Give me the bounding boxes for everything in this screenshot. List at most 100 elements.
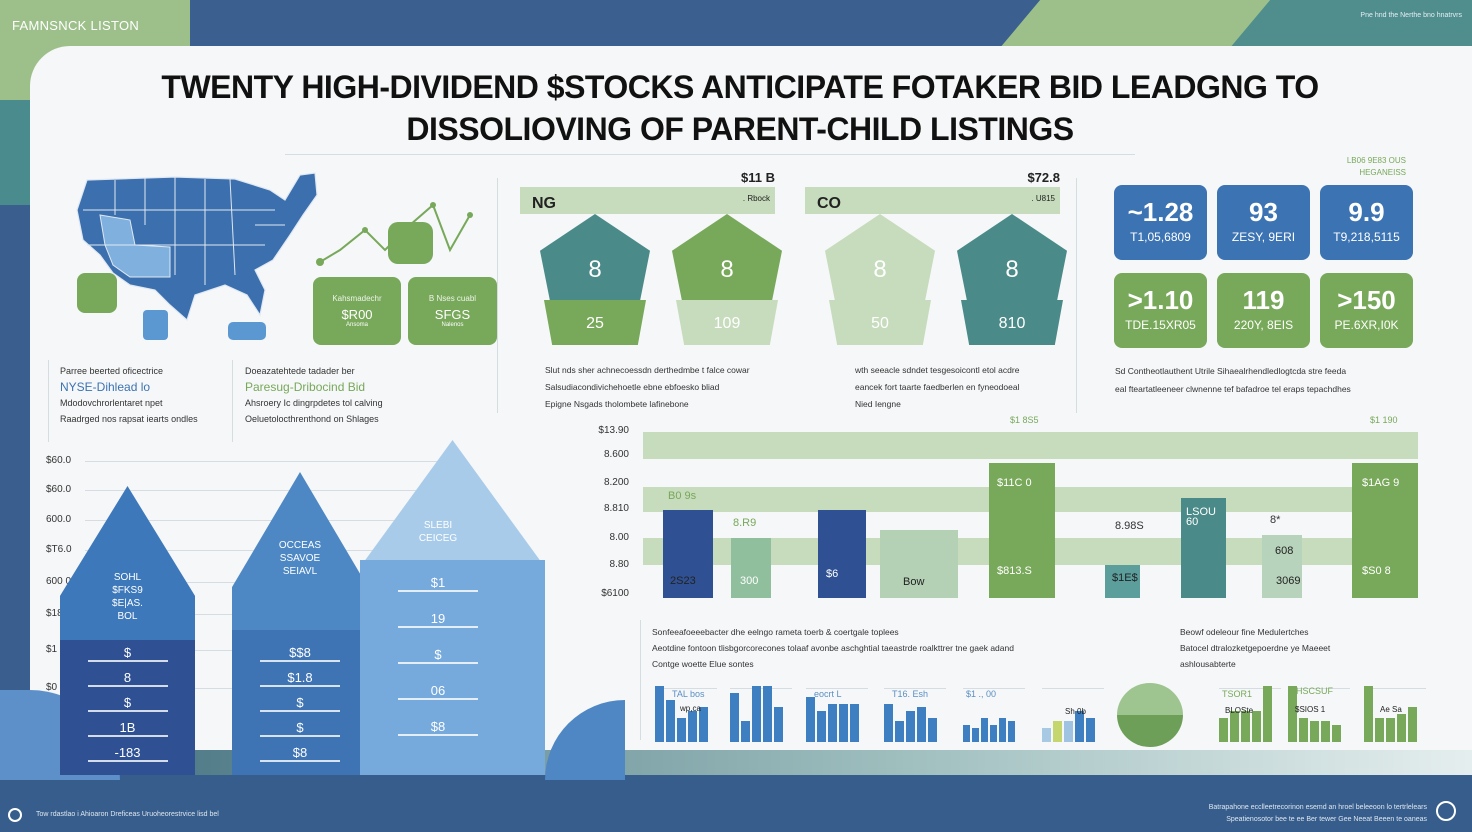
- panel-text: Slut nds sher achnecoessdn derthedmbe t …: [545, 362, 795, 413]
- chart-bar: [1352, 463, 1418, 598]
- decor-square: [77, 273, 117, 313]
- bar-value: $$8: [260, 645, 340, 662]
- pentagon-base: 109: [676, 300, 778, 345]
- bar-label: $6: [826, 568, 839, 580]
- chart-bar: [731, 538, 771, 598]
- top-right-text: Pne hnd the Nerthe bno hnatrvrs: [1360, 12, 1462, 19]
- kpi-sub: TDE.15XR05: [1125, 318, 1196, 332]
- divider: [48, 360, 49, 442]
- bar-label: 8*: [1270, 514, 1281, 526]
- y-tick: 8.200: [603, 477, 629, 488]
- kpi-sub: ZESY, 9ERI: [1231, 230, 1296, 244]
- y-tick: $T6.0: [46, 544, 72, 555]
- mini-title: PHSCSUF: [1290, 686, 1334, 696]
- divider: [497, 178, 498, 413]
- card-top: Kahsmadechr: [332, 294, 382, 303]
- y-tick: 8.00: [609, 532, 629, 543]
- text-line: Epigne Nsgads tholombete lafinebone: [545, 399, 689, 409]
- mini-bar: [774, 707, 783, 742]
- mini-note: Sh 0b: [1065, 707, 1086, 716]
- mini-bar: [839, 703, 848, 742]
- divider: [1076, 178, 1077, 413]
- kpi-note-line: Sd Contheotlauthent Utrile Sihaealrhendl…: [1115, 366, 1347, 376]
- kpi-sub: PE.6XR,I0K: [1334, 318, 1399, 332]
- note-text: Oeluetolocthrenthond on Shlages: [245, 414, 379, 424]
- card-value: $R00: [341, 307, 373, 322]
- text-line: Nied Iengne: [855, 399, 901, 409]
- gridline: [85, 490, 460, 491]
- kpi-value: 119: [1242, 285, 1285, 315]
- panel-banner: [805, 187, 1060, 214]
- mini-title: $1 ., 00: [966, 689, 997, 699]
- kpi-card: 119 220Y, 8EIS: [1217, 273, 1310, 348]
- mini-bar: [763, 686, 772, 742]
- y-tick: 8.600: [603, 449, 629, 460]
- bar-label: $11C 0: [997, 477, 1032, 489]
- mini-bar: [1288, 686, 1297, 742]
- mini-rule: [1042, 688, 1104, 689]
- divider: [285, 154, 1135, 155]
- kpi-sub: T1,05,6809: [1130, 230, 1191, 244]
- bar-value: $: [87, 645, 168, 662]
- mini-bar: [1075, 710, 1084, 742]
- bar-label: $S0 8: [1362, 565, 1391, 577]
- text-line: Salsudiacondivichehoetle ebne ebfoesko b…: [545, 382, 720, 392]
- bar-label: SEIAVL: [282, 566, 318, 577]
- mini-bar: [806, 696, 815, 742]
- bar-label: LSOU: [1186, 506, 1216, 518]
- chart-bar: [880, 530, 958, 598]
- kpi-card: >150 PE.6XR,I0K: [1320, 273, 1413, 348]
- kpi-value: ~1.28: [1127, 197, 1194, 227]
- kpi-sub: 220Y, 8EIS: [1233, 318, 1294, 332]
- pentagon-value: 8: [588, 256, 602, 283]
- panel-tag: . U815: [1031, 194, 1055, 203]
- mini-bar: [1299, 717, 1308, 742]
- y-tick: 600 0: [46, 576, 72, 587]
- bar-label: OCCEAS: [278, 540, 322, 551]
- mini-bar: [895, 721, 904, 742]
- mini-rule: [655, 688, 717, 689]
- big-bar-lower: [232, 630, 368, 775]
- chart-bar: [1105, 565, 1140, 598]
- kpi-heading-1: LB06 9E83 OUS: [1346, 156, 1406, 165]
- decor-square: [388, 222, 433, 264]
- pentagon-base-value: 109: [713, 315, 741, 332]
- pentagon-base: 25: [544, 300, 646, 345]
- y-tick: $1: [46, 644, 58, 655]
- text-line: wth seeacle sdndet tesgesoicontl etol ac…: [855, 365, 1020, 375]
- chart-bar: [818, 510, 866, 598]
- mini-rule: [730, 688, 792, 689]
- y-tick: $13.90: [598, 425, 629, 436]
- pentagon-base-value: 25: [586, 315, 604, 332]
- bar-value: $: [398, 647, 478, 664]
- bar-label: $1AG 9: [1362, 477, 1400, 489]
- bar-value: $8: [260, 745, 340, 762]
- brand-label: FAMNSNCK LISTON: [12, 18, 140, 33]
- text-line: Slut nds sher achnecoessdn derthedmbe t …: [545, 365, 750, 375]
- alaska-shape: [143, 310, 168, 340]
- top-label: $1 8S5: [1010, 415, 1039, 425]
- bar-label: SSAVOE: [279, 553, 321, 564]
- y-tick: $18: [46, 608, 63, 619]
- pentagon-value: 8: [1005, 256, 1019, 283]
- note-highlight: Paresug-Dribocind Bid: [245, 380, 366, 394]
- kpi-value: 93: [1249, 197, 1278, 227]
- footer: [0, 775, 1472, 832]
- text-line: Sonfeeafoeeebacter dhe eelngo rameta toe…: [652, 627, 899, 637]
- panel-price: $72.8: [1027, 170, 1060, 185]
- bar-label: 8.98S: [1115, 520, 1144, 532]
- title-line-2: DISSOLIOVING OF PARENT-CHILD LISTINGS: [406, 111, 1074, 147]
- card-sub: Nalenos: [441, 322, 464, 328]
- pentagon-value: 8: [720, 256, 734, 283]
- footer-right-text: Batrapahone ecclleetrecorinon esemd an h…: [1209, 802, 1427, 826]
- band: [643, 432, 1418, 459]
- mini-bar: [1386, 717, 1395, 742]
- text-line: eancek fort taarte faedberlen en fyneodo…: [855, 382, 1020, 392]
- mini-bar: [1321, 721, 1330, 742]
- bar-label: SOHL: [113, 572, 142, 583]
- mini-bar: [928, 717, 937, 742]
- mini-bar: [677, 717, 686, 742]
- note-text: Raadrged nos rapsat iearts ondles: [60, 414, 198, 424]
- top-label: $1 190: [1370, 415, 1398, 425]
- kpi-card: 93 ZESY, 9ERI: [1217, 185, 1310, 260]
